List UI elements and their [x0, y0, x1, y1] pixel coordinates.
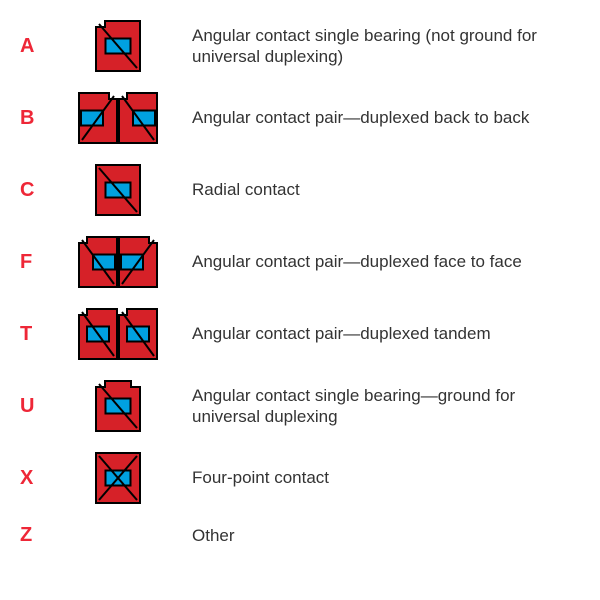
type-description: Radial contact	[178, 179, 300, 200]
type-code: X	[20, 467, 58, 490]
type-description: Angular contact single bearing—ground fo…	[178, 385, 552, 428]
type-description: Angular contact pair—duplexed back to ba…	[178, 107, 529, 128]
type-code: C	[20, 179, 58, 202]
bearing-icon	[58, 92, 178, 144]
type-description: Angular contact pair—duplexed tandem	[178, 323, 491, 344]
type-code: A	[20, 35, 58, 58]
type-description: Other	[178, 525, 235, 546]
type-description: Four-point contact	[178, 467, 329, 488]
bearing-legend-table: A Angular contact single bearing (not gro…	[20, 20, 580, 547]
type-code: F	[20, 251, 58, 274]
legend-row: X Four-point contact	[20, 452, 580, 504]
type-code: T	[20, 323, 58, 346]
type-description: Angular contact pair—duplexed face to fa…	[178, 251, 522, 272]
type-code: Z	[20, 524, 58, 547]
bearing-icon	[58, 20, 178, 72]
bearing-icon	[58, 452, 178, 504]
bearing-icon	[58, 380, 178, 432]
legend-row: F Angular contact pair—duplexed face to f…	[20, 236, 580, 288]
bearing-icon	[58, 236, 178, 288]
legend-row: A Angular contact single bearing (not gro…	[20, 20, 580, 72]
type-description: Angular contact single bearing (not grou…	[178, 25, 552, 68]
type-code: B	[20, 107, 58, 130]
legend-row: Z Other	[20, 524, 580, 547]
legend-row: U Angular contact single bearing—ground f…	[20, 380, 580, 432]
legend-row: B Angular contact pair—duplexed back to b…	[20, 92, 580, 144]
bearing-icon	[58, 164, 178, 216]
bearing-icon	[58, 308, 178, 360]
legend-row: C Radial contact	[20, 164, 580, 216]
legend-row: T Angular contact pair—duplexed tandem	[20, 308, 580, 360]
type-code: U	[20, 395, 58, 418]
